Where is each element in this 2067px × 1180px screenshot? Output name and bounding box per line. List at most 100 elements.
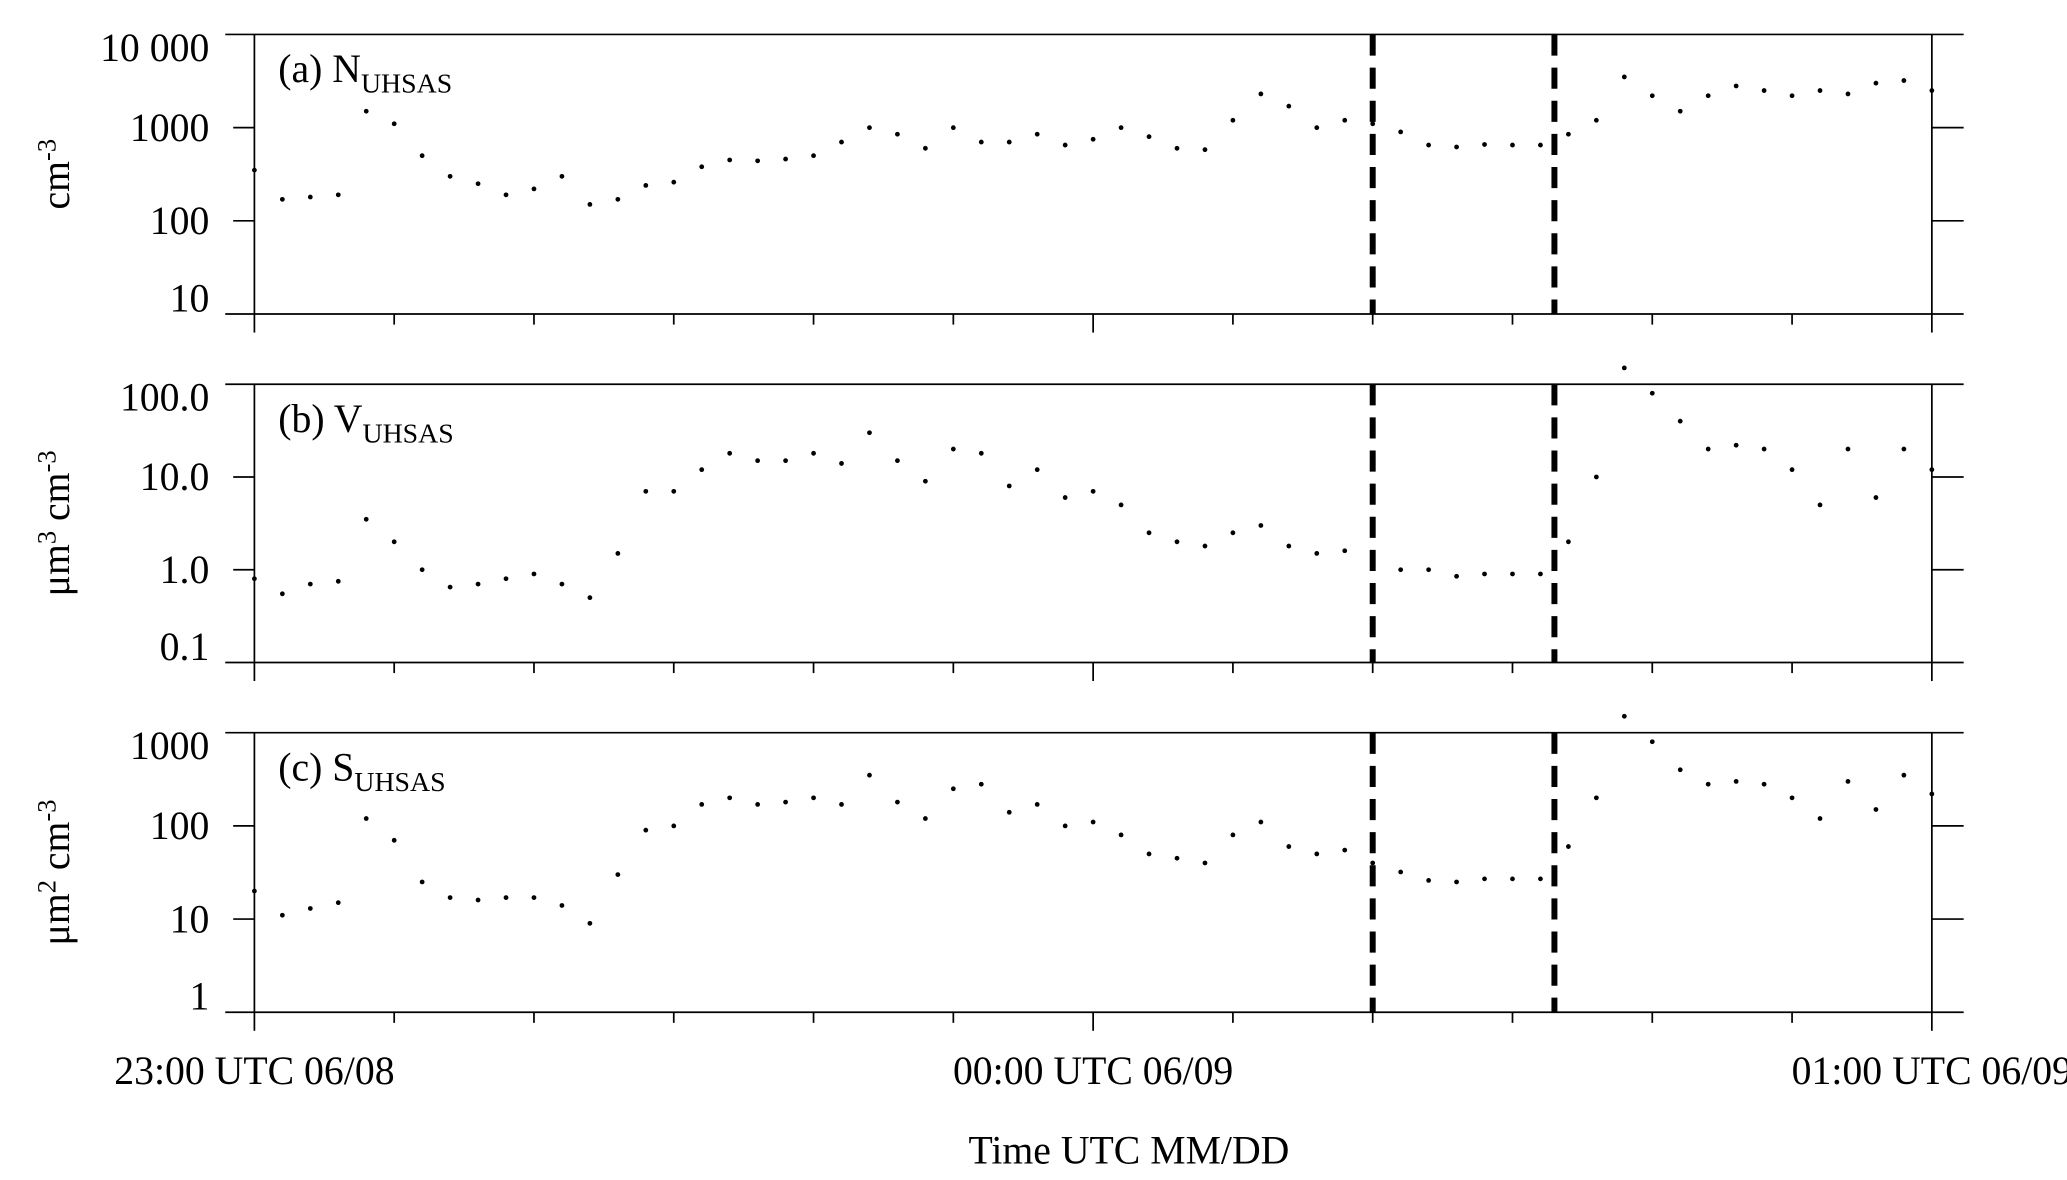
data-point	[1510, 142, 1515, 148]
y-tick-label: 100.0	[120, 376, 209, 420]
y-tick-label: 0.1	[160, 625, 210, 669]
data-point	[559, 581, 565, 587]
data-point	[1677, 767, 1683, 773]
data-point	[839, 802, 844, 807]
data-point	[1062, 823, 1068, 829]
y-tick-label: 1000	[130, 106, 209, 150]
data-point	[1789, 467, 1795, 473]
data-point	[559, 903, 565, 908]
data-point	[475, 181, 481, 187]
data-point	[279, 912, 285, 918]
data-point	[1118, 125, 1124, 131]
y-tick-label: 10	[170, 897, 210, 941]
y-tick-label: 10.0	[140, 455, 210, 499]
data-point	[419, 153, 425, 159]
data-point	[1286, 844, 1292, 849]
data-point	[1705, 446, 1711, 452]
panel-title: (c) SUHSAS	[278, 745, 445, 798]
data-point	[755, 458, 761, 464]
y-axis-label-text: μm	[34, 544, 78, 596]
data-point	[1230, 832, 1236, 838]
panel-title: (a) NUHSAS	[278, 47, 452, 100]
data-point	[1510, 571, 1515, 577]
y-axis-label-sup: -3	[32, 450, 62, 472]
data-point	[1538, 876, 1543, 882]
data-point	[447, 173, 453, 179]
data-point	[559, 173, 565, 179]
data-point	[1454, 573, 1459, 579]
data-point	[1062, 142, 1068, 148]
data-point	[1593, 117, 1599, 123]
data-point	[1621, 365, 1627, 371]
data-point	[1929, 791, 1935, 797]
data-point	[783, 458, 788, 464]
data-point	[1342, 847, 1348, 853]
data-point	[1034, 467, 1040, 473]
data-point	[867, 772, 872, 778]
data-point	[1817, 502, 1823, 508]
data-point	[587, 202, 593, 207]
data-point	[615, 196, 621, 202]
data-point	[475, 581, 481, 587]
data-point	[950, 446, 956, 452]
data-point	[419, 567, 425, 573]
data-point	[1845, 446, 1851, 452]
data-point	[447, 895, 453, 900]
data-point	[1370, 556, 1376, 562]
data-point	[279, 196, 285, 202]
x-axis-label: Time UTC MM/DD	[968, 1128, 1289, 1172]
data-point	[587, 595, 593, 601]
data-point	[1677, 108, 1683, 114]
data-point	[1733, 779, 1739, 784]
y-tick-label: 100	[150, 804, 210, 848]
data-point	[1705, 93, 1711, 99]
data-point	[1090, 136, 1096, 142]
data-point	[1174, 539, 1180, 545]
data-point	[1593, 474, 1599, 480]
data-point	[727, 157, 733, 163]
data-point	[503, 576, 509, 582]
data-point	[811, 153, 816, 159]
data-point	[950, 786, 956, 792]
data-point	[1649, 93, 1655, 99]
data-point	[1845, 779, 1851, 784]
data-point	[1398, 869, 1404, 875]
data-point	[1034, 802, 1040, 807]
data-point	[252, 576, 257, 582]
data-point	[1286, 103, 1292, 109]
panel-title-main: (c) S	[278, 745, 354, 789]
data-point	[1817, 816, 1823, 821]
data-point	[783, 156, 788, 162]
x-tick-label: 01:00 UTC 06/09	[1792, 1049, 2067, 1093]
y-tick-label: 1000	[130, 724, 209, 768]
data-point	[895, 799, 900, 805]
data-point	[391, 539, 397, 545]
y-tick-label: 1	[189, 975, 209, 1019]
data-point	[1845, 91, 1851, 97]
data-point	[699, 164, 705, 170]
data-point	[531, 571, 537, 577]
data-point	[755, 802, 761, 807]
y-axis-label-text: cm	[34, 821, 78, 880]
data-point	[1258, 523, 1264, 528]
data-point	[1370, 121, 1376, 127]
data-point	[1342, 548, 1348, 554]
data-point	[1090, 488, 1096, 494]
data-point	[895, 131, 900, 137]
data-point	[1817, 88, 1823, 93]
data-point	[1034, 131, 1040, 137]
data-point	[1677, 418, 1683, 424]
data-point	[1230, 117, 1236, 123]
data-point	[1174, 855, 1180, 861]
data-point	[1118, 832, 1124, 838]
panel-title-main: (a) N	[278, 47, 361, 91]
data-point	[587, 920, 593, 926]
data-point	[1006, 139, 1012, 145]
data-point	[1370, 860, 1376, 866]
data-point	[1398, 129, 1404, 135]
data-point	[1482, 876, 1487, 882]
data-point	[615, 872, 621, 877]
data-point	[1482, 571, 1487, 577]
data-point	[978, 450, 984, 456]
